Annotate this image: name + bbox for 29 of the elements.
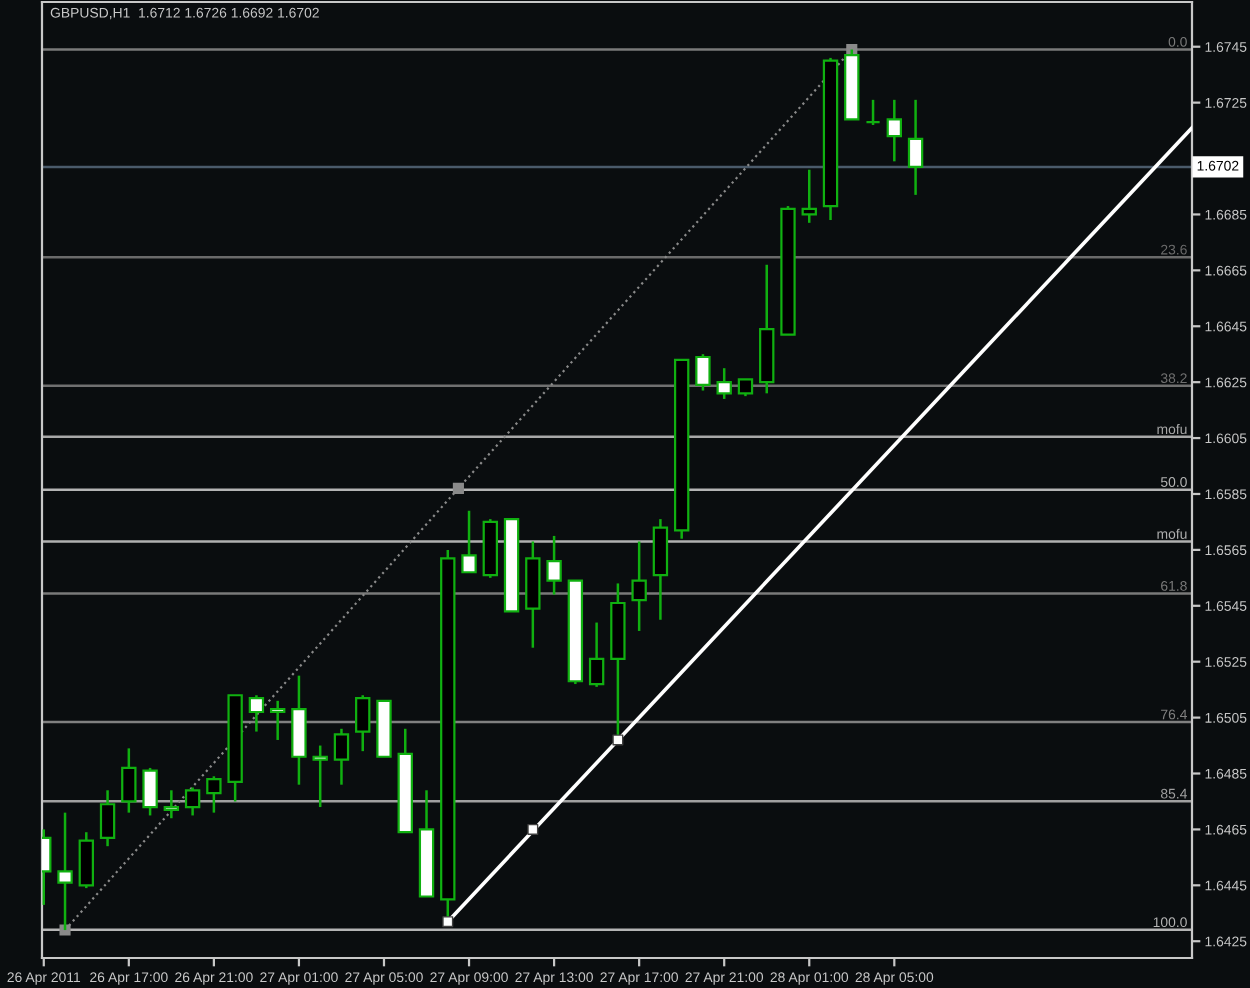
candlestick bbox=[801, 168, 817, 225]
candlestick bbox=[291, 674, 307, 786]
candlestick bbox=[121, 747, 137, 814]
candlestick bbox=[695, 352, 711, 392]
candlestick bbox=[78, 830, 94, 890]
point bbox=[442, 916, 454, 928]
point bbox=[527, 823, 539, 835]
candlestick bbox=[184, 786, 201, 817]
point bbox=[452, 482, 464, 494]
candlestick bbox=[206, 775, 222, 814]
candlestick bbox=[163, 789, 180, 820]
candlestick bbox=[716, 366, 732, 401]
candlestick bbox=[546, 534, 562, 596]
candlestick bbox=[248, 693, 265, 733]
candlestick bbox=[355, 693, 371, 753]
candlestick bbox=[588, 621, 605, 689]
candlestick bbox=[333, 727, 350, 786]
candlestick bbox=[865, 98, 881, 127]
candlestick bbox=[99, 789, 116, 848]
candlestick bbox=[907, 98, 924, 197]
candlestick bbox=[886, 98, 903, 163]
point bbox=[612, 734, 624, 746]
candlestick bbox=[269, 699, 286, 742]
candlestick bbox=[57, 811, 73, 932]
candlestick bbox=[652, 517, 669, 622]
candlestick bbox=[312, 744, 328, 809]
candlestick bbox=[142, 766, 158, 817]
candlestick bbox=[631, 540, 647, 633]
candlestick bbox=[461, 509, 477, 574]
